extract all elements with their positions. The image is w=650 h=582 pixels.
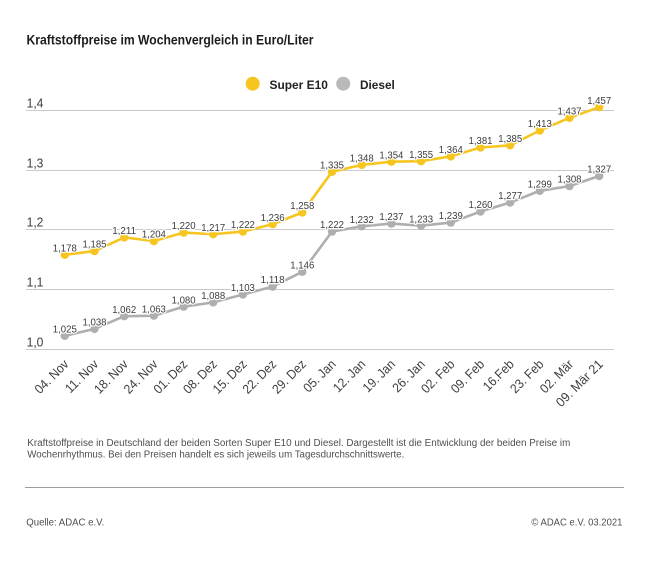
svg-text:1,103: 1,103: [231, 283, 255, 294]
svg-text:1,178: 1,178: [53, 243, 77, 254]
svg-text:1,3: 1,3: [27, 155, 44, 170]
svg-text:1,222: 1,222: [320, 220, 344, 231]
svg-text:© ADAC e.V. 03.2021: © ADAC e.V. 03.2021: [531, 516, 622, 528]
svg-text:1,025: 1,025: [53, 324, 77, 335]
svg-text:1,080: 1,080: [172, 295, 196, 306]
svg-text:1,2: 1,2: [27, 214, 44, 229]
svg-text:1,204: 1,204: [142, 230, 166, 241]
svg-text:1,413: 1,413: [528, 119, 552, 130]
svg-text:1,146: 1,146: [290, 260, 314, 271]
svg-text:1,088: 1,088: [201, 291, 225, 302]
svg-text:1,062: 1,062: [112, 305, 136, 316]
svg-text:1,217: 1,217: [201, 223, 225, 234]
svg-text:1,038: 1,038: [83, 318, 107, 329]
svg-text:1,239: 1,239: [439, 211, 463, 222]
svg-text:1,211: 1,211: [112, 226, 136, 237]
svg-text:1,348: 1,348: [350, 154, 374, 165]
svg-text:Diesel: Diesel: [360, 78, 395, 92]
svg-text:1,327: 1,327: [587, 165, 611, 176]
svg-text:1,233: 1,233: [409, 214, 433, 225]
svg-text:1,232: 1,232: [350, 215, 374, 226]
svg-text:1,335: 1,335: [320, 160, 344, 171]
svg-text:1,354: 1,354: [379, 150, 403, 161]
svg-text:1,381: 1,381: [469, 136, 493, 147]
svg-text:1,222: 1,222: [231, 220, 255, 231]
svg-text:1,308: 1,308: [558, 175, 582, 186]
svg-text:1,220: 1,220: [172, 221, 196, 232]
svg-text:1,277: 1,277: [498, 191, 522, 202]
svg-text:1,118: 1,118: [261, 275, 285, 286]
svg-text:1,4: 1,4: [27, 95, 44, 110]
svg-text:1,437: 1,437: [558, 106, 582, 117]
svg-text:1,063: 1,063: [142, 304, 166, 315]
svg-text:1,260: 1,260: [469, 200, 493, 211]
svg-text:1,236: 1,236: [261, 213, 285, 224]
svg-text:1,299: 1,299: [528, 179, 552, 190]
svg-text:Wochenrhythmus. Bei den Preise: Wochenrhythmus. Bei den Preisen handelt …: [27, 450, 404, 461]
svg-text:1,364: 1,364: [439, 145, 463, 156]
svg-text:Super E10: Super E10: [270, 78, 329, 92]
svg-text:1,185: 1,185: [83, 240, 107, 251]
svg-text:Quelle: ADAC e.V.: Quelle: ADAC e.V.: [26, 516, 104, 528]
svg-text:1,237: 1,237: [379, 212, 403, 223]
svg-text:1,457: 1,457: [587, 96, 611, 107]
svg-text:1,385: 1,385: [498, 134, 522, 145]
svg-text:1,0: 1,0: [27, 334, 44, 349]
svg-text:1,355: 1,355: [409, 150, 433, 161]
svg-text:Kraftstoffpreise in Deutschlan: Kraftstoffpreise in Deutschland der beid…: [27, 438, 570, 449]
svg-text:1,258: 1,258: [290, 201, 314, 212]
svg-text:1,1: 1,1: [27, 274, 44, 289]
svg-text:Kraftstoffpreise im Wochenverg: Kraftstoffpreise im Wochenvergleich in E…: [27, 33, 315, 48]
